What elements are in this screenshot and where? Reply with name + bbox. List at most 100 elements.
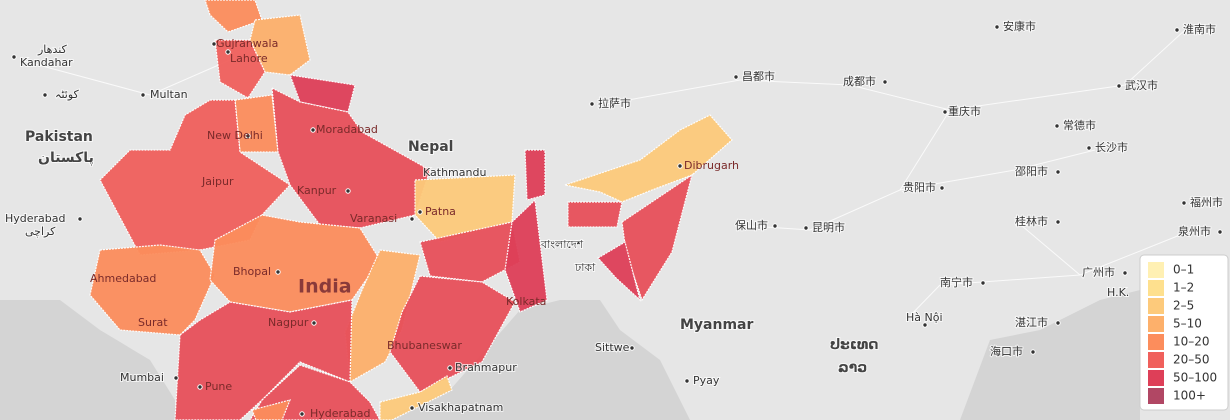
place-label: پاکستان bbox=[38, 150, 94, 166]
state bbox=[251, 399, 291, 420]
place-label: 拉萨市 bbox=[598, 96, 631, 110]
state bbox=[379, 375, 453, 420]
place-label: ລາວ bbox=[838, 360, 867, 376]
legend-label: 0–1 bbox=[1173, 263, 1194, 277]
city-dot bbox=[245, 133, 251, 139]
legend: 0–1 1–2 2–5 5–10 10–20 20–50 50–100 100+ bbox=[1139, 254, 1229, 411]
place-label: 南宁市 bbox=[940, 275, 973, 289]
place-label: বাংলাদেশ bbox=[540, 238, 584, 251]
legend-swatch bbox=[1148, 352, 1164, 368]
place-label: Hyderabad bbox=[310, 407, 371, 420]
city-dot bbox=[1122, 270, 1128, 276]
state bbox=[504, 198, 548, 313]
city-dot bbox=[417, 209, 423, 215]
legend-swatch bbox=[1148, 316, 1164, 332]
place-label: Myanmar bbox=[680, 317, 754, 333]
place-label: Pakistan bbox=[25, 129, 93, 145]
city-dot bbox=[1055, 169, 1061, 175]
state bbox=[89, 244, 216, 336]
place-label: 武汉市 bbox=[1125, 78, 1158, 92]
city-dot bbox=[980, 280, 986, 286]
place-label: Patna bbox=[425, 205, 456, 218]
city-dot bbox=[677, 163, 683, 169]
place-label: Gujranwala bbox=[216, 37, 278, 50]
place-label: Ahmedabad bbox=[90, 272, 156, 285]
place-label: ঢাকা bbox=[574, 261, 596, 274]
city-dot bbox=[684, 378, 690, 384]
city-dot bbox=[629, 345, 635, 351]
city-dot bbox=[1116, 83, 1122, 89]
place-label: 海口市 bbox=[990, 344, 1023, 358]
state bbox=[209, 214, 381, 313]
place-label: Dibrugarh bbox=[684, 159, 739, 172]
city-dot bbox=[772, 223, 778, 229]
legend-label: 10–20 bbox=[1173, 335, 1210, 349]
state bbox=[524, 149, 546, 201]
state bbox=[562, 114, 733, 203]
city-dot bbox=[447, 365, 453, 371]
place-label: 重庆市 bbox=[948, 104, 981, 118]
place-label: 邵阳市 bbox=[1015, 164, 1048, 178]
city-dot bbox=[77, 216, 83, 222]
place-label: 福州市 bbox=[1190, 195, 1223, 209]
legend-swatch bbox=[1148, 298, 1164, 314]
place-label: Bhubaneswar bbox=[387, 339, 462, 352]
city-dot bbox=[994, 24, 1000, 30]
state bbox=[597, 241, 642, 302]
arabian-sea bbox=[0, 300, 175, 420]
place-label: 常德市 bbox=[1063, 118, 1096, 132]
place-label: Varanasi bbox=[350, 212, 397, 225]
city-dot bbox=[1217, 229, 1223, 235]
legend-swatch bbox=[1148, 388, 1164, 404]
place-label: 保山市 bbox=[735, 218, 768, 232]
place-label: 淮南市 bbox=[1183, 22, 1216, 36]
city-dot bbox=[939, 185, 945, 191]
state bbox=[419, 221, 521, 283]
city-dot bbox=[409, 216, 415, 222]
south-china-sea bbox=[960, 290, 1140, 420]
legend-swatch bbox=[1148, 370, 1164, 386]
state bbox=[204, 0, 263, 33]
place-label: Multan bbox=[150, 88, 188, 101]
place-label: H.K. bbox=[1107, 286, 1129, 299]
city-dot bbox=[1030, 349, 1036, 355]
place-label: Kolkata bbox=[506, 295, 546, 308]
city-dot bbox=[1181, 200, 1187, 206]
city-dot bbox=[140, 92, 146, 98]
legend-swatch bbox=[1148, 262, 1164, 278]
place-label: 安康市 bbox=[1003, 19, 1036, 33]
place-label: Sittwe bbox=[595, 341, 630, 354]
legend-label: 100+ bbox=[1173, 389, 1206, 403]
place-label: کوئٹہ bbox=[55, 88, 80, 101]
state bbox=[389, 275, 516, 393]
place-label: Nepal bbox=[408, 139, 453, 155]
city-dot bbox=[409, 405, 415, 411]
city-dot bbox=[942, 109, 948, 115]
city-dot bbox=[197, 384, 203, 390]
place-label: 湛江市 bbox=[1015, 315, 1048, 329]
city-dot bbox=[299, 411, 305, 417]
place-label: 昆明市 bbox=[812, 220, 845, 234]
place-label: Brahmapur bbox=[455, 361, 517, 374]
place-label: Bhopal bbox=[233, 265, 271, 278]
city-dot bbox=[211, 41, 217, 47]
city-dot bbox=[275, 269, 281, 275]
place-label: 长沙市 bbox=[1095, 140, 1128, 154]
place-label: Lahore bbox=[230, 52, 268, 65]
place-label: 成都市 bbox=[843, 74, 876, 88]
place-label: 桂林市 bbox=[1015, 214, 1048, 228]
place-label: 贵阳市 bbox=[903, 180, 936, 194]
place-label: Hyderabad bbox=[5, 212, 66, 225]
place-label: Kanpur bbox=[297, 184, 337, 197]
place-label: India bbox=[298, 276, 352, 298]
city-dot bbox=[1055, 320, 1061, 326]
city-dot bbox=[11, 54, 17, 60]
legend-box bbox=[1139, 254, 1229, 411]
state bbox=[344, 249, 421, 383]
legend-label: 2–5 bbox=[1173, 299, 1194, 313]
place-label: Pyay bbox=[693, 374, 720, 387]
state bbox=[249, 14, 311, 76]
place-label: Nagpur bbox=[268, 316, 309, 329]
